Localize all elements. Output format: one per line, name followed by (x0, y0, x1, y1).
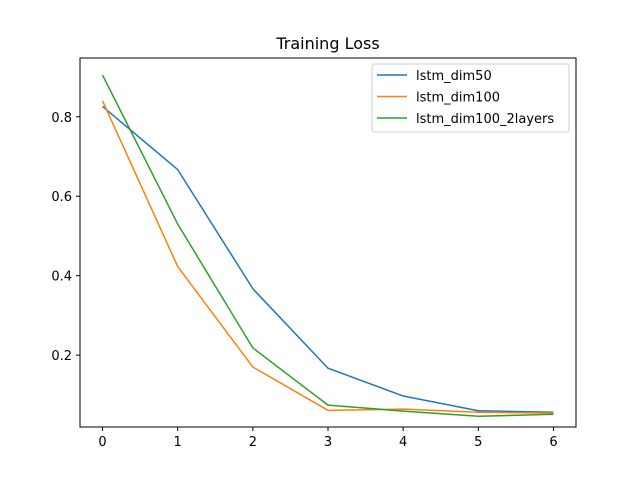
legend-label: lstm_dim100 (416, 91, 500, 106)
x-tick-label: 3 (324, 435, 332, 450)
x-tick-label: 0 (98, 435, 106, 450)
y-tick-label: 0.2 (51, 349, 72, 364)
x-tick-label: 5 (474, 435, 482, 450)
y-tick-label: 0.6 (51, 190, 72, 205)
x-tick-label: 6 (549, 435, 557, 450)
y-tick-label: 0.8 (51, 111, 72, 126)
x-tick-label: 4 (399, 435, 407, 450)
legend: lstm_dim50 lstm_dim100 lstm_dim100_2layers (372, 64, 569, 132)
x-tick-label: 2 (249, 435, 257, 450)
legend-label: lstm_dim100_2layers (416, 112, 554, 127)
x-tick-label: 1 (174, 435, 182, 450)
chart-title: Training Loss (275, 34, 379, 53)
y-tick-label: 0.4 (51, 270, 72, 285)
legend-label: lstm_dim50 (416, 69, 492, 84)
